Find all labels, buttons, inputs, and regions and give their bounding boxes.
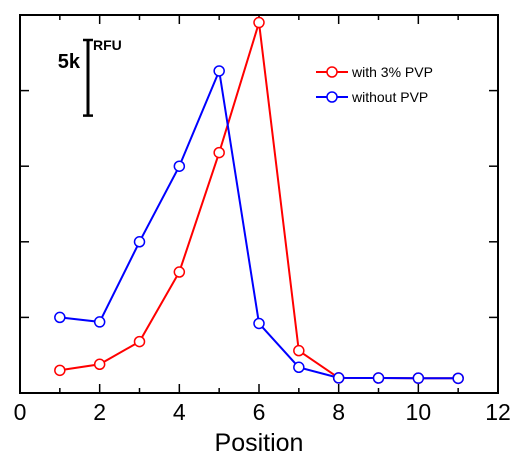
point-without-pvp xyxy=(54,311,66,324)
scale-bar-unit: RFU xyxy=(93,37,122,53)
point-without-pvp xyxy=(452,372,464,385)
point-with-pvp xyxy=(133,335,146,348)
point-with-pvp xyxy=(293,344,305,357)
series-line-without-pvp xyxy=(59,67,459,380)
point-without-pvp xyxy=(293,361,305,374)
x-tick-label: 8 xyxy=(332,399,345,425)
point-without-pvp xyxy=(93,316,106,328)
point-without-pvp xyxy=(253,317,265,330)
point-with-pvp xyxy=(173,266,186,278)
scale-bar-value: 5k xyxy=(58,51,81,73)
x-tick-labels: 0 2 4 6 8 10 12 xyxy=(14,399,511,425)
legend-item-with-pvp: with 3% PVP xyxy=(316,64,433,80)
point-without-pvp xyxy=(412,372,425,384)
point-with-pvp xyxy=(54,364,66,377)
x-axis-title: Position xyxy=(215,429,304,457)
x-tick-label: 2 xyxy=(93,399,106,425)
legend-item-without-pvp: without PVP xyxy=(316,89,428,105)
point-with-pvp xyxy=(253,16,265,29)
point-with-pvp xyxy=(93,358,106,371)
x-tick-label: 12 xyxy=(485,399,511,425)
scale-bar: 5k RFU xyxy=(58,37,122,117)
point-without-pvp xyxy=(173,160,186,172)
point-without-pvp xyxy=(372,372,385,384)
legend-label-with-pvp: with 3% PVP xyxy=(351,64,433,80)
point-without-pvp xyxy=(133,236,146,248)
axis-ticks xyxy=(19,15,499,393)
x-tick-label: 6 xyxy=(253,399,266,425)
point-with-pvp xyxy=(213,146,225,159)
point-without-pvp xyxy=(213,65,225,77)
x-tick-label: 10 xyxy=(406,399,432,425)
legend-marker-without-pvp xyxy=(326,91,338,103)
series-layer xyxy=(54,16,464,385)
x-tick-label: 4 xyxy=(173,399,186,425)
x-tick-label: 0 xyxy=(14,399,27,425)
legend: with 3% PVP without PVP xyxy=(316,64,433,105)
legend-marker-with-pvp xyxy=(326,66,338,78)
legend-label-without-pvp: without PVP xyxy=(351,89,428,105)
point-without-pvp xyxy=(332,372,345,384)
